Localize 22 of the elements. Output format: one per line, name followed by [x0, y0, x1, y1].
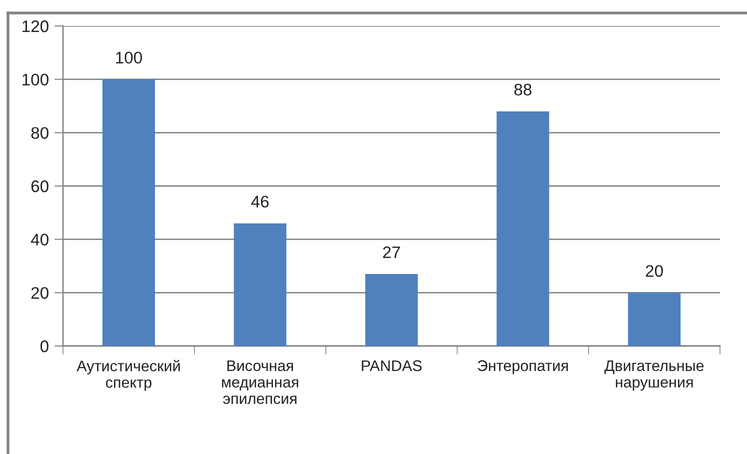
- y-tick-label: 20: [31, 287, 48, 299]
- bar: [102, 79, 155, 346]
- y-tick-label: 100: [22, 74, 48, 86]
- y-tick-label: 60: [31, 180, 48, 192]
- x-tick-label: Двигательные нарушения: [604, 360, 704, 391]
- x-tick-label: PANDAS: [362, 360, 422, 372]
- y-tick-label: 40: [30, 234, 48, 246]
- data-label: 27: [383, 246, 400, 258]
- y-tick-label: 0: [40, 340, 48, 352]
- y-tick-label: 120: [22, 20, 48, 32]
- bar: [234, 223, 286, 346]
- bar: [496, 111, 550, 346]
- data-label: 88: [514, 84, 532, 96]
- data-label: 100: [116, 52, 142, 64]
- x-tick-label: Аутистический спектр: [76, 360, 180, 391]
- data-label: 20: [646, 265, 663, 277]
- x-tick-label: Энтеропатия: [478, 360, 568, 374]
- x-tick-label: Височная медианная эпилепсия: [222, 360, 298, 404]
- bar: [628, 292, 681, 346]
- data-label: 46: [251, 196, 269, 208]
- bar: [365, 274, 418, 346]
- y-tick-label: 80: [31, 127, 48, 139]
